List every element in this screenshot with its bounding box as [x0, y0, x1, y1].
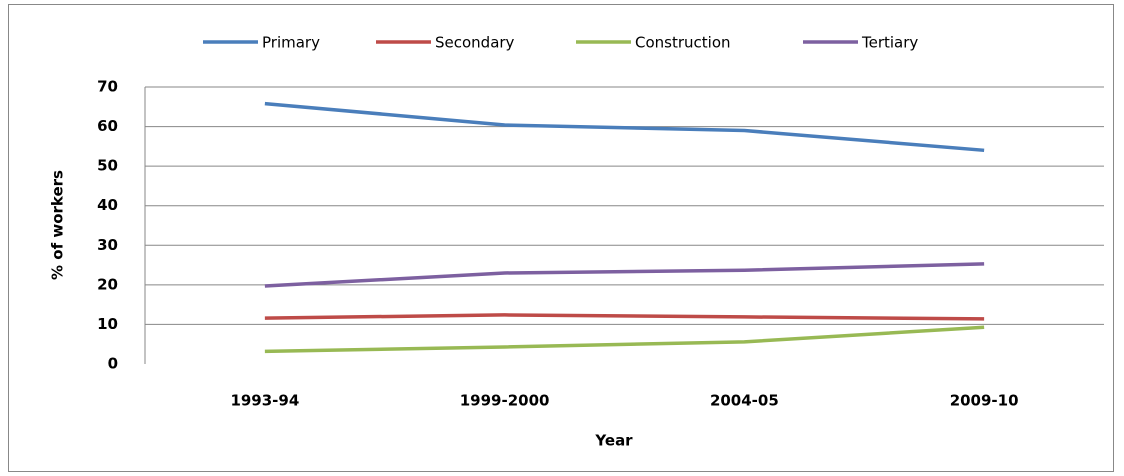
- chart-border: [8, 4, 1114, 472]
- legend-label: Secondary: [435, 34, 515, 52]
- x-tick-label: 2009-10: [950, 392, 1019, 410]
- legend-label: Construction: [635, 34, 731, 52]
- series-line: [264, 325, 985, 354]
- legend-label: Tertiary: [861, 34, 918, 52]
- x-tick-label: 1993-94: [230, 392, 299, 410]
- series-line: [264, 313, 985, 321]
- y-tick-label: 30: [97, 236, 118, 254]
- y-tick-label: 10: [97, 315, 118, 333]
- y-tick-label: 60: [97, 117, 118, 135]
- x-axis-label: Year: [594, 432, 633, 450]
- series-line: [264, 262, 985, 288]
- y-tick-label: 20: [97, 275, 118, 293]
- y-tick-label: 40: [97, 196, 118, 214]
- y-axis-label: % of workers: [49, 170, 67, 280]
- series-line: [264, 101, 985, 153]
- x-tick-label: 1999-2000: [460, 392, 550, 410]
- x-tick-label: 2004-05: [710, 392, 779, 410]
- y-tick-label: 70: [97, 78, 118, 96]
- y-tick-label: 0: [108, 355, 118, 373]
- legend-label: Primary: [262, 34, 320, 52]
- y-tick-label: 50: [97, 157, 118, 175]
